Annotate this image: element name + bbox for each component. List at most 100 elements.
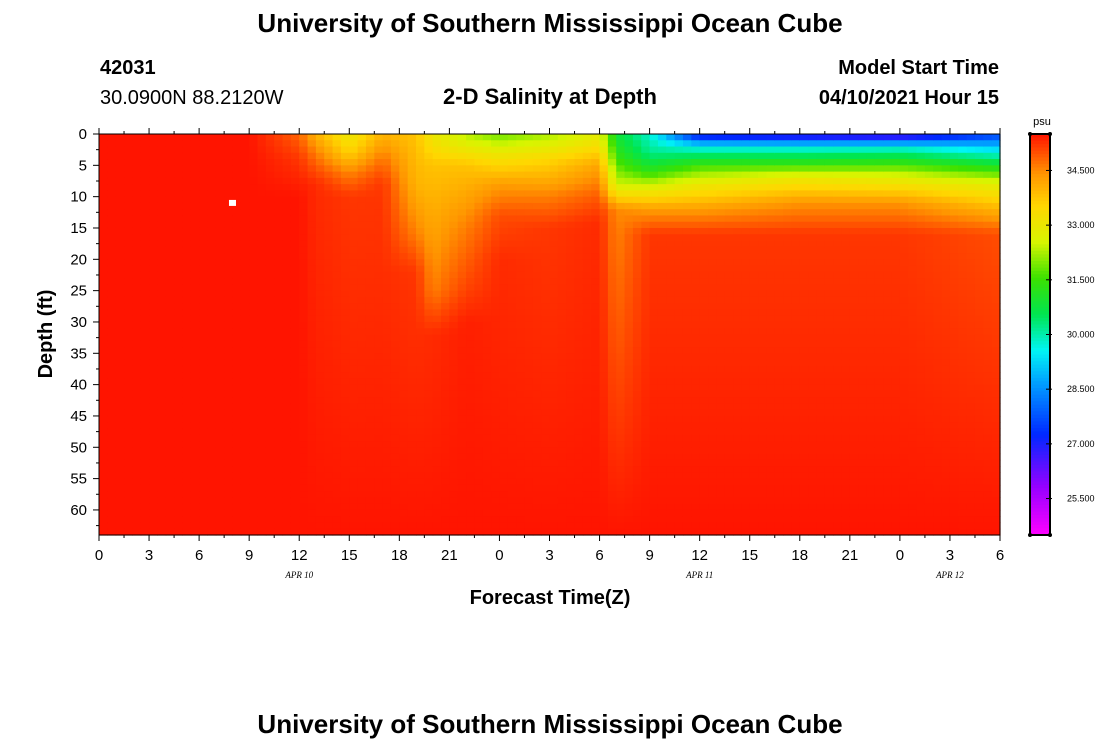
heatmap-cell <box>99 340 108 348</box>
heatmap-cell <box>741 278 751 285</box>
heatmap-cell <box>491 497 501 505</box>
heatmap-cell <box>507 347 517 354</box>
heatmap-cell <box>666 184 676 191</box>
heatmap-cell <box>157 271 167 279</box>
heatmap-cell <box>149 328 158 336</box>
heatmap-cell <box>566 146 576 154</box>
heatmap-cell <box>324 428 334 436</box>
heatmap-cell <box>649 196 659 204</box>
heatmap-cell <box>674 265 684 273</box>
heatmap-cell <box>557 240 567 248</box>
heatmap-cell <box>674 321 684 329</box>
heatmap-cell <box>649 472 659 480</box>
heatmap-cell <box>215 221 225 229</box>
heatmap-cell <box>340 246 350 254</box>
heatmap-cell <box>557 190 567 198</box>
heatmap-cell <box>332 378 342 386</box>
heatmap-cell <box>632 509 642 517</box>
heatmap-cell <box>674 152 684 160</box>
heatmap-cell <box>274 278 284 285</box>
heatmap-cell <box>382 134 392 141</box>
heatmap-cell <box>632 284 642 292</box>
heatmap-cell <box>99 484 108 492</box>
heatmap-cell <box>315 146 325 154</box>
heatmap-cell <box>115 365 125 373</box>
heatmap-cell <box>674 190 684 198</box>
heatmap-cell <box>190 516 200 524</box>
heatmap-cell <box>232 334 242 342</box>
heatmap-cell <box>624 134 634 141</box>
heatmap-cell <box>741 372 751 379</box>
heatmap-cell <box>349 528 359 536</box>
heatmap-cell <box>682 522 692 530</box>
heatmap-cell <box>741 484 751 492</box>
heatmap-cell <box>574 140 584 148</box>
heatmap-cell <box>516 309 526 317</box>
heatmap-cell <box>132 365 142 373</box>
heatmap-cell <box>482 146 492 154</box>
heatmap-cell <box>424 196 434 204</box>
heatmap-cell <box>616 466 626 473</box>
heatmap-cell <box>282 459 292 467</box>
heatmap-cell <box>441 215 450 223</box>
heatmap-cell <box>382 403 392 411</box>
heatmap-cell <box>232 466 242 473</box>
heatmap-cell <box>532 171 542 179</box>
heatmap-cell <box>466 159 476 166</box>
heatmap-cell <box>407 278 417 285</box>
heatmap-cell <box>357 409 367 417</box>
heatmap-cell <box>149 478 158 486</box>
heatmap-cell <box>240 397 250 405</box>
heatmap-cell <box>682 466 692 473</box>
heatmap-cell <box>741 422 751 430</box>
heatmap-cell <box>416 159 425 166</box>
heatmap-cell <box>624 202 634 210</box>
heatmap-cell <box>299 190 309 198</box>
heatmap-cell <box>390 221 400 229</box>
heatmap-cell <box>149 240 158 248</box>
heatmap-cell <box>649 240 659 248</box>
heatmap-cell <box>124 378 133 386</box>
heatmap-cell <box>699 177 709 185</box>
heatmap-cell <box>174 372 184 379</box>
heatmap-cell <box>165 491 175 499</box>
heatmap-cell <box>332 140 342 148</box>
heatmap-cell <box>290 215 300 223</box>
heatmap-cell <box>157 177 167 185</box>
heatmap-cell <box>107 384 117 392</box>
heatmap-cell <box>424 503 434 511</box>
heatmap-cell <box>674 403 684 411</box>
heatmap-cell <box>733 140 742 148</box>
heatmap-cell <box>257 140 267 148</box>
heatmap-cell <box>315 321 325 329</box>
heatmap-cell <box>466 397 476 405</box>
heatmap-cell <box>124 221 133 229</box>
heatmap-cell <box>374 397 384 405</box>
heatmap-cell <box>441 321 450 329</box>
heatmap-cell <box>724 365 734 373</box>
heatmap-cell <box>641 303 651 311</box>
heatmap-cell <box>315 459 325 467</box>
heatmap-cell <box>99 528 108 536</box>
heatmap-cell <box>641 478 651 486</box>
heatmap-cell <box>716 146 726 154</box>
heatmap-cell <box>491 359 501 367</box>
heatmap-cell <box>432 491 442 499</box>
heatmap-cell <box>691 215 701 223</box>
heatmap-cell <box>616 497 626 505</box>
heatmap-cell <box>432 209 442 217</box>
heatmap-cell <box>199 265 209 273</box>
heatmap-cell <box>591 334 601 342</box>
heatmap-cell <box>624 509 634 517</box>
heatmap-cell <box>232 409 242 417</box>
heatmap-cell <box>524 190 534 198</box>
heatmap-cell <box>190 453 200 461</box>
heatmap-cell <box>499 415 509 423</box>
heatmap-cell <box>399 334 409 342</box>
heatmap-cell <box>257 171 267 179</box>
heatmap-cell <box>624 140 634 148</box>
heatmap-cell <box>541 278 551 285</box>
heatmap-cell <box>649 171 659 179</box>
heatmap-cell <box>174 271 184 279</box>
heatmap-cell <box>299 296 309 304</box>
